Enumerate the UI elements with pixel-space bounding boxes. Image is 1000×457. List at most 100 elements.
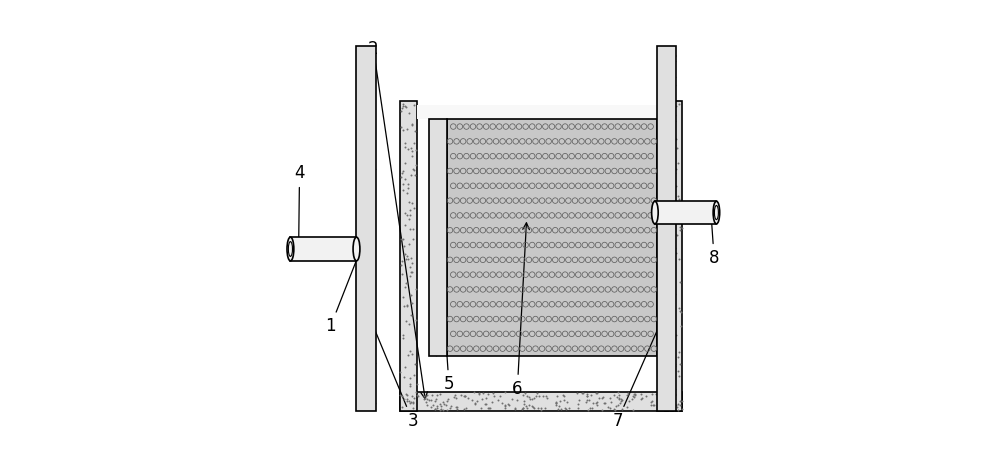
Point (355, 82, 371, 90)
Point (425, 401, 441, 409)
Point (366, 134, 382, 141)
Point (672, 215, 688, 223)
Point (435, 141, 451, 148)
Point (400, 181, 416, 188)
Point (561, 404, 577, 411)
Point (424, 246, 440, 253)
Point (662, 187, 678, 194)
Point (457, 393, 473, 400)
Point (646, 401, 662, 409)
Point (398, 280, 414, 287)
Point (670, 406, 686, 414)
Point (422, 252, 438, 260)
Point (569, 390, 585, 397)
Point (471, 390, 487, 398)
Point (656, 45, 672, 52)
Point (424, 391, 440, 399)
Point (362, 282, 378, 290)
Point (401, 240, 417, 247)
Point (352, 303, 368, 311)
Point (362, 384, 378, 391)
Point (429, 310, 445, 318)
Point (358, 129, 374, 137)
Point (354, 361, 370, 368)
Point (471, 390, 487, 397)
Point (396, 373, 412, 380)
Point (662, 103, 678, 110)
Point (399, 126, 415, 133)
Point (392, 368, 408, 376)
Point (351, 157, 367, 165)
Point (501, 401, 517, 409)
Point (662, 393, 678, 400)
Point (395, 186, 411, 194)
Point (667, 58, 683, 65)
Bar (655, 201, 716, 224)
Point (351, 261, 367, 269)
Point (600, 403, 616, 410)
Point (644, 390, 660, 397)
Point (397, 283, 413, 291)
Point (427, 405, 443, 412)
Point (395, 331, 411, 339)
Point (606, 405, 622, 412)
Bar (400, 101, 417, 411)
Point (354, 145, 370, 152)
Point (614, 397, 630, 404)
Point (433, 336, 449, 344)
Point (416, 396, 432, 403)
Point (352, 213, 368, 221)
Point (658, 140, 674, 148)
Point (404, 148, 420, 155)
Point (424, 301, 440, 308)
Point (395, 168, 411, 175)
Point (362, 152, 378, 159)
Point (430, 157, 446, 164)
Point (611, 396, 627, 403)
Point (395, 102, 411, 110)
Point (401, 321, 417, 328)
Ellipse shape (287, 237, 294, 261)
Point (672, 398, 688, 405)
Point (480, 404, 496, 411)
Point (655, 59, 671, 66)
Point (395, 101, 411, 108)
Point (435, 302, 451, 309)
Point (351, 45, 367, 53)
Point (352, 47, 368, 54)
Point (356, 238, 372, 245)
Point (582, 404, 598, 411)
Point (404, 153, 420, 160)
Point (361, 171, 377, 179)
Point (356, 314, 372, 321)
Point (477, 400, 493, 407)
Text: 5: 5 (435, 230, 454, 393)
Point (362, 177, 378, 184)
Point (428, 395, 444, 403)
Point (423, 329, 439, 336)
Point (351, 290, 367, 297)
Point (661, 64, 677, 71)
Point (666, 406, 682, 413)
Point (354, 89, 370, 96)
Point (356, 185, 372, 192)
Point (516, 398, 532, 405)
Point (401, 215, 417, 222)
Point (365, 164, 381, 171)
Text: 6: 6 (512, 223, 529, 398)
Point (354, 247, 370, 254)
Point (579, 392, 595, 399)
Point (662, 340, 678, 347)
Point (354, 62, 370, 69)
Point (430, 323, 446, 330)
Point (429, 174, 445, 181)
Point (653, 399, 669, 406)
Point (664, 264, 680, 271)
Point (394, 105, 410, 112)
Point (363, 396, 379, 403)
Point (613, 398, 629, 405)
Point (449, 406, 465, 413)
Point (353, 109, 369, 117)
Point (625, 393, 641, 400)
Point (435, 239, 451, 247)
